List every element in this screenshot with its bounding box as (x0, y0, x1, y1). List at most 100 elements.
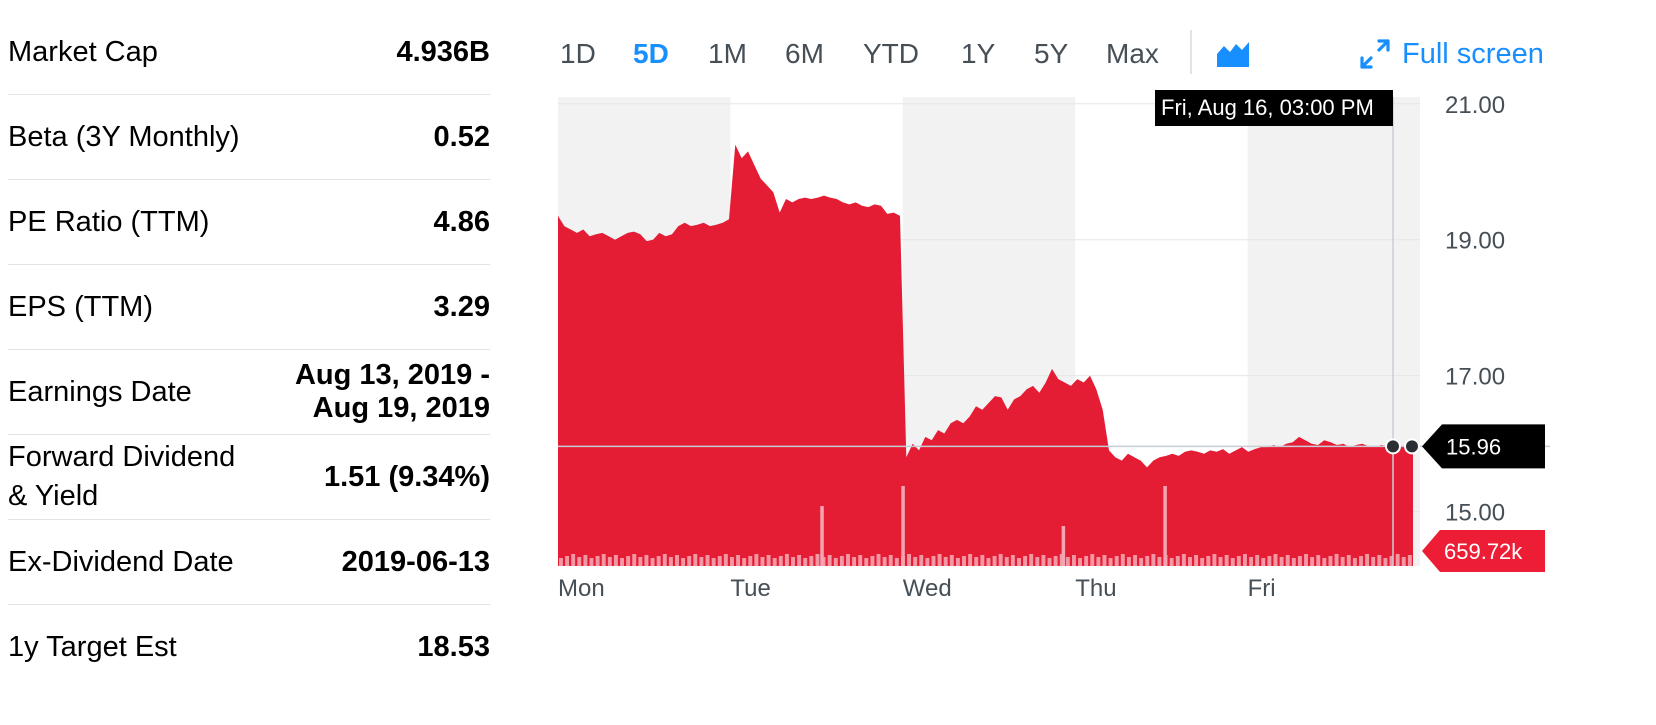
volume-bar (1169, 558, 1174, 566)
volume-bar (980, 555, 985, 566)
x-day-label: Mon (558, 575, 605, 602)
area-chart-icon[interactable] (1216, 40, 1250, 68)
volume-bar (839, 556, 844, 566)
volume-bar (882, 557, 887, 566)
volume-bar (1120, 554, 1125, 566)
toolbar-divider (1190, 30, 1192, 74)
y-tick-label: 21.00 (1445, 92, 1505, 119)
volume-bar (986, 558, 991, 566)
volume-bar (1279, 557, 1284, 566)
volume-bar (620, 558, 624, 566)
volume-bar (1084, 556, 1089, 566)
volume-bar (968, 554, 973, 566)
expand-arrows-icon (1360, 39, 1390, 69)
volume-bar (1029, 554, 1034, 566)
volume-bar (1175, 556, 1180, 566)
x-day-label: Tue (730, 575, 770, 602)
range-tab-1m[interactable]: 1M (708, 38, 747, 69)
stat-row: Beta (3Y Monthly) 0.52 (8, 95, 490, 180)
stat-label: EPS (TTM) (8, 290, 153, 323)
volume-bar (687, 556, 692, 566)
volume-bar (925, 558, 930, 566)
volume-bar (638, 557, 643, 566)
volume-bar (754, 554, 759, 566)
volume-bar (852, 557, 857, 566)
volume-bar (681, 558, 686, 566)
volume-bar (1401, 557, 1406, 566)
volume-bar (1377, 555, 1382, 566)
volume-bar (1310, 557, 1315, 566)
volume-bar (1114, 556, 1119, 566)
volume-bar (772, 558, 777, 566)
range-tab-1y[interactable]: 1Y (961, 38, 996, 69)
range-tab-1d[interactable]: 1D (560, 38, 596, 69)
volume-flag (1422, 530, 1545, 572)
volume-spike (820, 506, 824, 566)
volume-bar (1090, 554, 1095, 566)
volume-bar (949, 555, 954, 566)
stat-label: Market Cap (8, 35, 158, 68)
stat-row: Forward Dividend & Yield 1.51 (9.34%) (8, 435, 490, 520)
volume-bar (1145, 556, 1150, 566)
range-toolbar: Full screen 1D 5D 1M 6M YTD 1Y 5Y Max (560, 30, 1656, 78)
volume-bar (1200, 558, 1205, 566)
volume-bar (1188, 557, 1192, 566)
volume-bar (1010, 555, 1015, 566)
stat-value: 2019-06-13 (341, 545, 490, 578)
crosshair-dot (1385, 438, 1401, 455)
stat-row: PE Ratio (TTM) 4.86 (8, 180, 490, 265)
fullscreen-label: Full screen (1402, 37, 1544, 70)
volume-bar (791, 557, 795, 566)
volume-bar (858, 555, 863, 566)
volume-bar (760, 557, 765, 566)
volume-bar (583, 555, 588, 566)
volume-bar (1352, 558, 1357, 566)
volume-label: 659.72k (1444, 539, 1523, 564)
volume-bar (650, 558, 655, 566)
volume-bar (1243, 554, 1247, 566)
volume-bar (675, 555, 679, 566)
volume-bar (1206, 556, 1211, 566)
x-day-label: Wed (903, 575, 952, 602)
volume-bar (1273, 554, 1278, 566)
range-tab-5d[interactable]: 5D (633, 38, 669, 69)
volume-bar (693, 554, 698, 566)
volume-bar (717, 556, 722, 566)
range-tab-max[interactable]: Max (1106, 38, 1159, 69)
volume-bar (656, 556, 661, 566)
range-tab-6m[interactable]: 6M (785, 38, 824, 69)
volume-bar (870, 556, 875, 566)
volume-bar (833, 558, 838, 566)
volume-bar (1383, 558, 1388, 566)
range-tab-5y[interactable]: 5Y (1034, 38, 1069, 69)
stat-row: EPS (TTM) 3.29 (8, 265, 490, 350)
stat-row: Earnings Date Aug 13, 2019 - Aug 19, 2019 (8, 350, 490, 435)
volume-bar (766, 555, 771, 566)
volume-bar (730, 557, 734, 566)
volume-spike (1163, 486, 1167, 566)
volume-bar (778, 556, 783, 566)
volume-bar (1126, 557, 1131, 566)
volume-bar (1151, 554, 1156, 566)
volume-bar (742, 558, 747, 566)
range-tab-ytd[interactable]: YTD (863, 38, 919, 69)
last-price-flag (1422, 424, 1545, 469)
volume-bar (1181, 554, 1186, 566)
volume-bar (1249, 557, 1254, 566)
volume-bar (846, 554, 850, 566)
stat-row: 1y Target Est 18.53 (8, 605, 490, 690)
volume-bar (607, 557, 612, 566)
volume-bar (1261, 558, 1266, 566)
volume-bar (632, 554, 637, 566)
volume-bar (559, 558, 563, 566)
volume-bar (1316, 555, 1321, 566)
volume-bar (1053, 556, 1058, 566)
volume-bar (815, 554, 820, 566)
volume-bar (1334, 554, 1339, 566)
volume-bar (1291, 558, 1296, 566)
volume-bar (809, 556, 814, 566)
volume-bar (1035, 557, 1040, 566)
volume-bar (565, 556, 570, 566)
fullscreen-button[interactable]: Full screen (1360, 30, 1544, 78)
